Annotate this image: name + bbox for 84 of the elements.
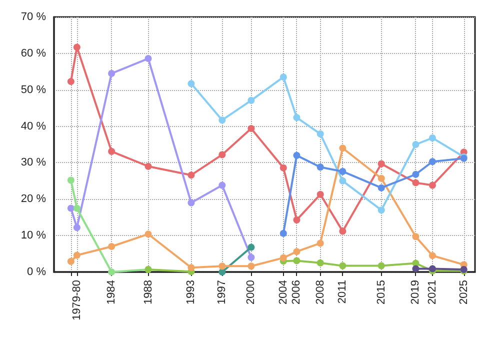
x-tick-label: 1997 <box>216 280 228 304</box>
point <box>428 134 436 142</box>
y-tick-label: 70 % <box>20 11 46 23</box>
point <box>218 268 226 276</box>
point <box>293 248 300 256</box>
point <box>248 124 255 132</box>
point <box>316 130 324 138</box>
point <box>280 164 287 172</box>
point <box>108 70 116 77</box>
point <box>428 182 436 189</box>
point <box>428 158 436 166</box>
x-tick-label: 1984 <box>106 280 118 304</box>
point <box>218 116 226 124</box>
point <box>188 172 195 179</box>
point <box>144 55 152 62</box>
point <box>108 148 116 155</box>
point <box>280 74 287 81</box>
point <box>67 78 74 85</box>
point <box>248 96 255 104</box>
x-tick-label: 2021 <box>426 280 438 304</box>
point <box>73 224 80 232</box>
point <box>188 199 195 206</box>
point <box>428 252 436 260</box>
point <box>293 114 300 122</box>
point <box>378 160 385 168</box>
point <box>378 184 385 192</box>
point <box>339 228 346 235</box>
point <box>412 179 420 186</box>
x-tick-label: 2015 <box>375 280 388 304</box>
point <box>188 80 195 88</box>
point <box>67 176 74 184</box>
point <box>412 265 420 272</box>
point <box>378 262 385 270</box>
point <box>248 262 255 270</box>
point <box>67 204 74 212</box>
point <box>412 170 420 178</box>
point <box>378 206 385 214</box>
point <box>188 264 195 272</box>
y-tick-label: 20 % <box>20 193 46 206</box>
y-tick-label: 0 % <box>27 266 46 278</box>
point <box>339 144 346 152</box>
point <box>293 216 300 224</box>
y-tick-label: 40 % <box>20 120 46 132</box>
point <box>412 141 420 148</box>
point <box>73 252 80 259</box>
point <box>412 233 420 240</box>
point <box>339 177 346 184</box>
x-tick-label: 2025 <box>458 280 470 304</box>
y-tick-label: 30 % <box>20 156 46 169</box>
x-tick-label: 1993 <box>185 280 198 304</box>
x-tick-label: 2004 <box>277 280 290 304</box>
point <box>108 268 116 276</box>
point <box>316 164 324 171</box>
point <box>248 254 255 261</box>
point <box>280 230 287 237</box>
x-tick-label: 2019 <box>410 280 422 304</box>
point <box>339 168 346 175</box>
point <box>316 259 324 266</box>
point <box>218 262 226 270</box>
x-tick-label: 1988 <box>142 280 154 304</box>
point <box>218 182 226 189</box>
point <box>293 152 300 159</box>
point <box>293 257 300 264</box>
y-tick-label: 50 % <box>20 84 46 96</box>
x-tick-label: 1979-80 <box>70 280 83 320</box>
point <box>248 244 255 251</box>
point <box>218 151 226 158</box>
x-tick-label: 2000 <box>245 280 258 304</box>
point <box>280 254 287 262</box>
point <box>378 174 385 182</box>
point <box>339 262 346 270</box>
point <box>67 258 74 265</box>
point <box>144 230 152 238</box>
point <box>108 243 116 250</box>
y-tick-label: 10 % <box>20 230 46 242</box>
x-tick-label: 2008 <box>314 280 326 304</box>
y-tick-label: 60 % <box>20 47 46 60</box>
point <box>144 162 152 170</box>
x-tick-label: 2006 <box>290 280 303 304</box>
point <box>73 204 80 212</box>
x-tick-label: 2011 <box>336 280 349 304</box>
point <box>316 240 324 247</box>
point <box>73 44 80 51</box>
point <box>316 190 324 198</box>
